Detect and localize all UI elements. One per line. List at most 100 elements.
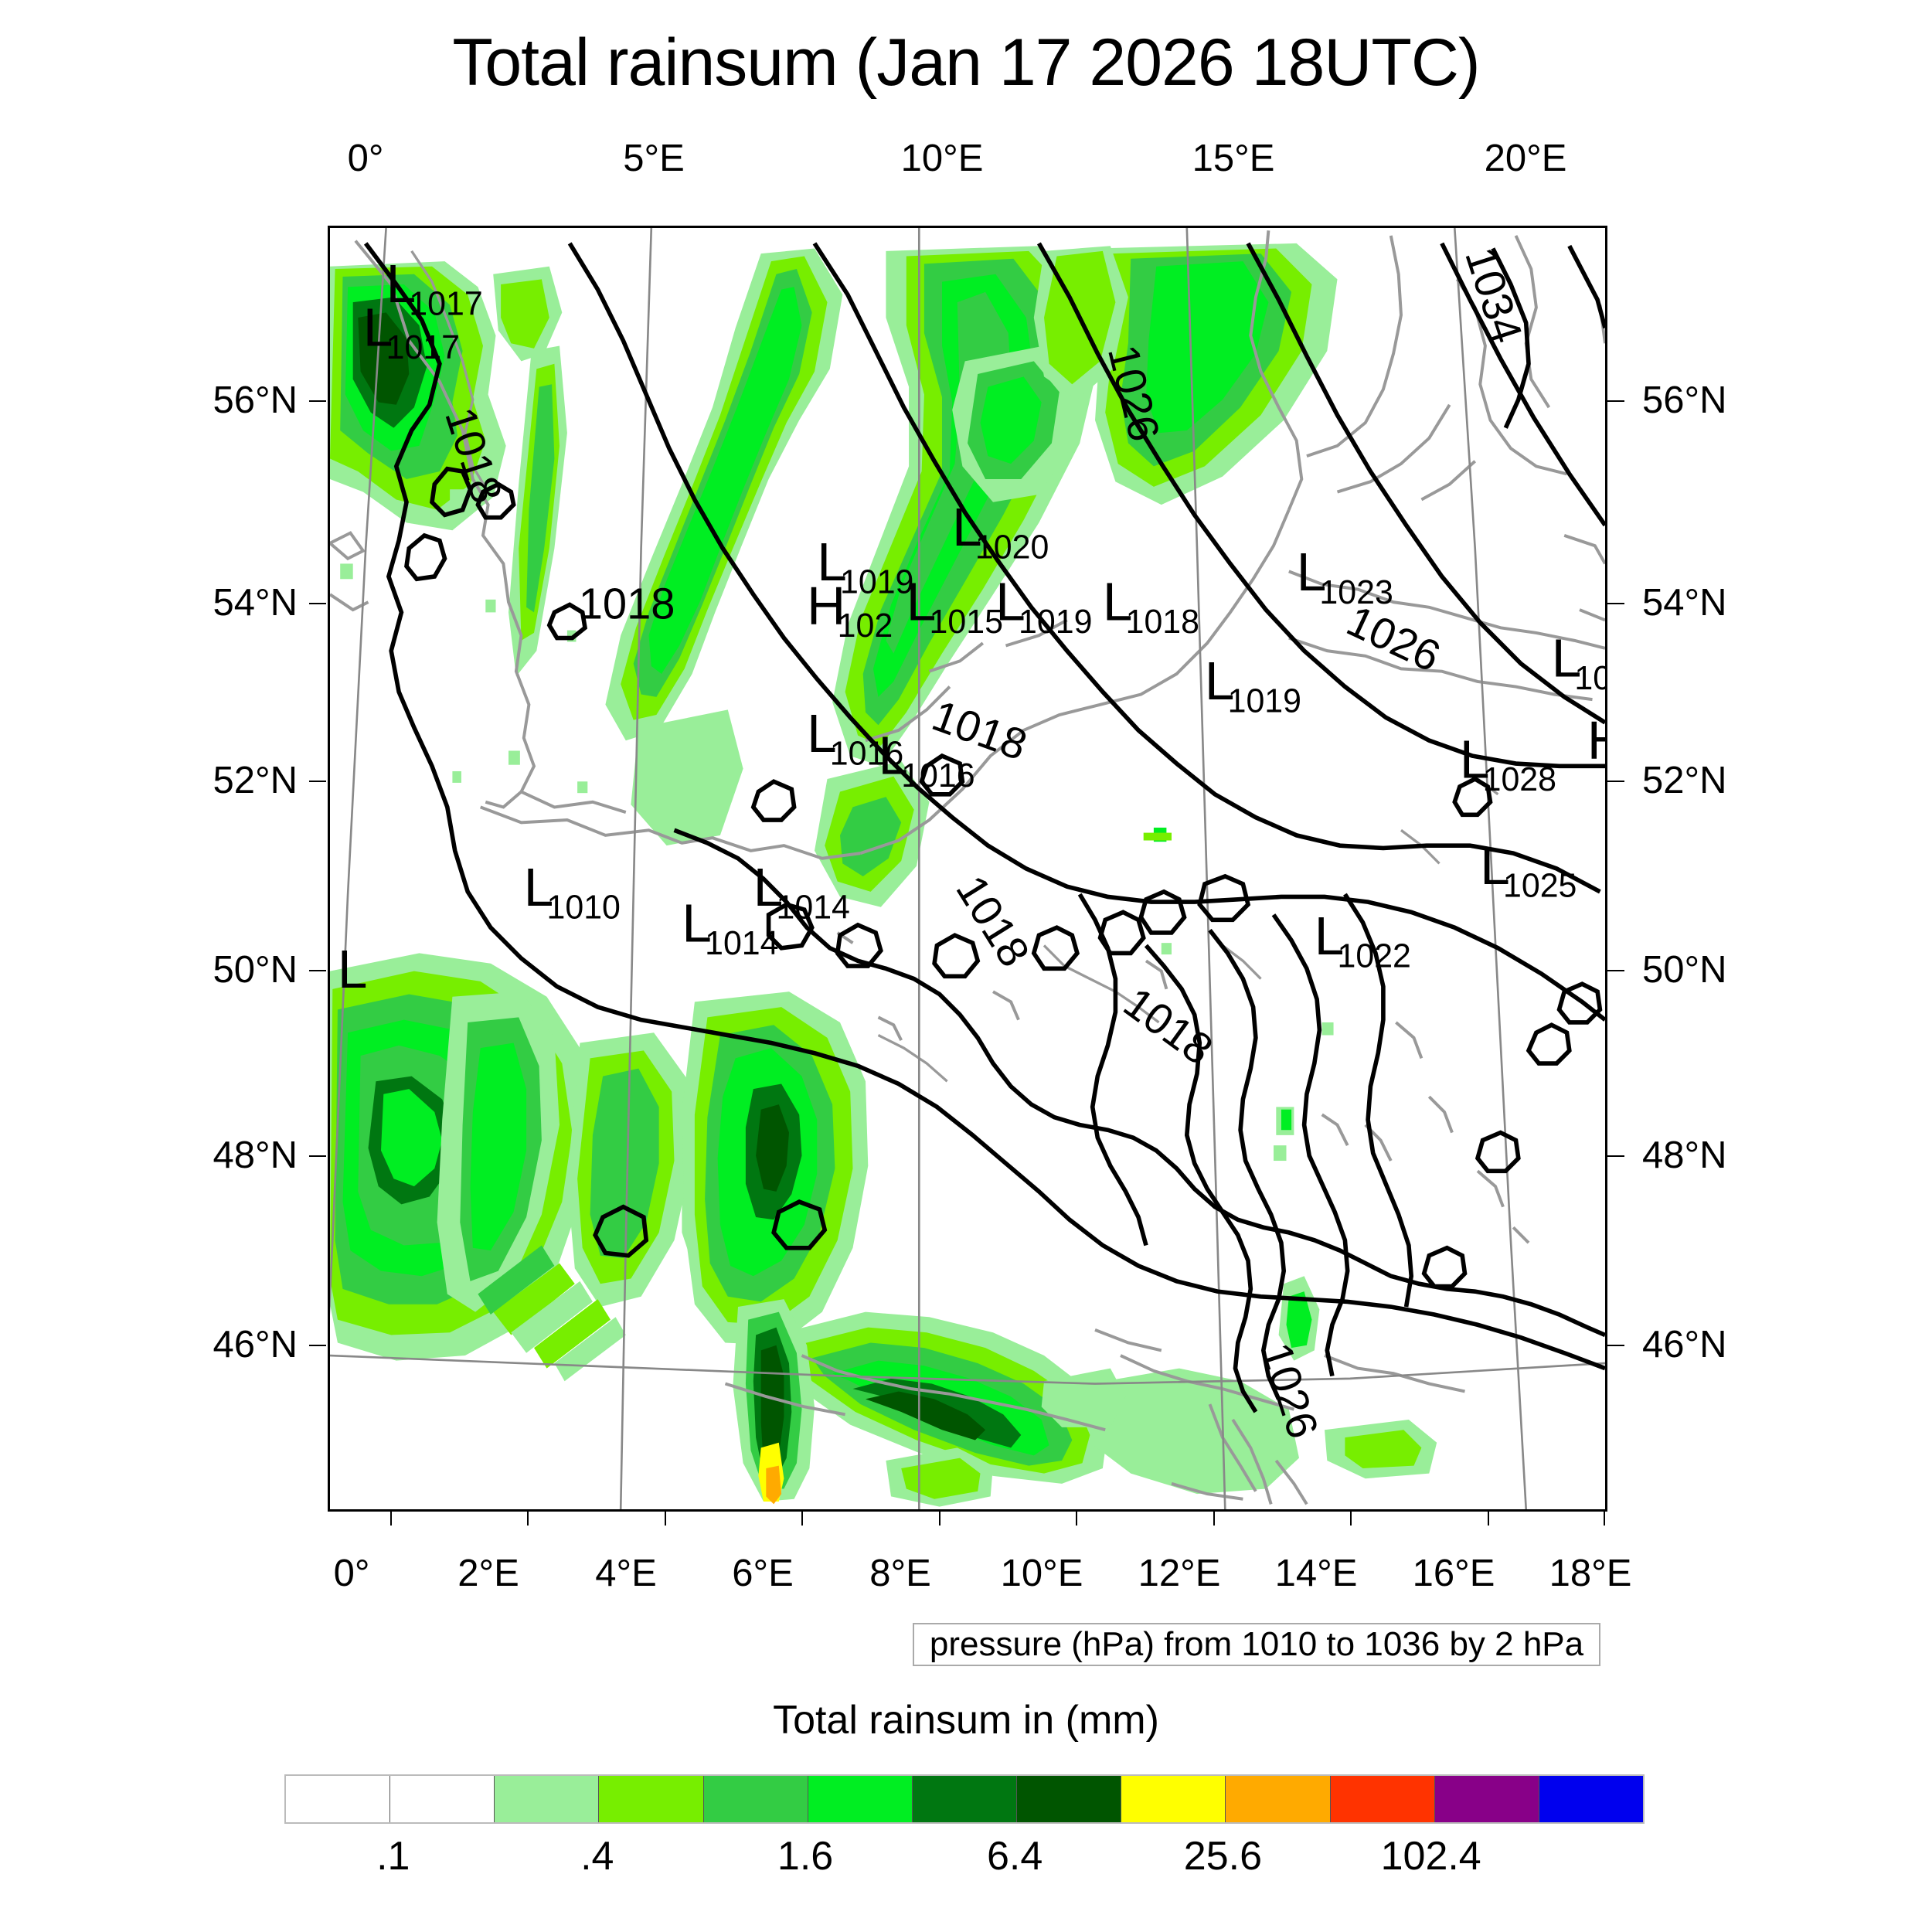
svg-text:1020: 1020 (975, 529, 1049, 566)
svg-text:1015: 1015 (930, 604, 1003, 641)
colorbar-swatch-6[interactable] (912, 1776, 1018, 1822)
axis-tick (1607, 1345, 1624, 1346)
precip-south-scatter (886, 1368, 1437, 1507)
bottom-tick-label: 0° (333, 1553, 370, 1594)
colorbar-swatch-7[interactable] (1017, 1776, 1122, 1822)
svg-text:L: L (952, 497, 982, 557)
axis-tick (1604, 1512, 1605, 1526)
axis-tick (1607, 400, 1624, 402)
svg-text:L: L (363, 297, 393, 357)
svg-text:L: L (807, 703, 837, 764)
bottom-tick-label: 4°E (595, 1553, 657, 1594)
bottom-tick-label: 14°E (1274, 1553, 1358, 1594)
axis-tick (309, 970, 326, 971)
axis-tick (309, 400, 326, 402)
left-tick-label: 54°N (213, 582, 298, 624)
axis-tick (665, 1512, 666, 1526)
colorbar-swatch-11[interactable] (1434, 1776, 1539, 1822)
colorbar-swatch-5[interactable] (808, 1776, 913, 1822)
precip-band-b (605, 248, 843, 846)
svg-text:1025: 1025 (1503, 867, 1577, 904)
svg-text:L: L (524, 857, 554, 917)
colorbar-swatch-3[interactable] (599, 1776, 704, 1822)
colorbar-swatch-0[interactable] (286, 1776, 391, 1822)
colorbar-swatch-8[interactable] (1121, 1776, 1226, 1822)
svg-text:1028: 1028 (1483, 761, 1556, 798)
colorbar-tick-label: 25.6 (1183, 1834, 1262, 1879)
axis-tick (1607, 970, 1624, 971)
bottom-tick-label: 2°E (457, 1553, 519, 1594)
colorbar-swatch-10[interactable] (1330, 1776, 1435, 1822)
svg-text:1017: 1017 (409, 286, 482, 323)
svg-text:L: L (1552, 628, 1582, 688)
top-tick-label: 5°E (623, 138, 685, 179)
colorbar-swatch-2[interactable] (495, 1776, 600, 1822)
colorbar-tick-label: 6.4 (986, 1834, 1043, 1879)
graticule (330, 228, 1605, 1509)
svg-text:1010: 1010 (547, 889, 621, 927)
precip-band-a (509, 345, 567, 677)
svg-text:1019: 1019 (1228, 683, 1301, 720)
colorbar-swatch-12[interactable] (1539, 1776, 1644, 1822)
top-tick-label: 20°E (1484, 138, 1567, 179)
precip-spine-7e (733, 1299, 815, 1505)
svg-text:H: H (807, 575, 845, 635)
colorbar-tick-label: 102.4 (1380, 1834, 1481, 1879)
svg-text:1019: 1019 (840, 563, 913, 600)
svg-text:L: L (1297, 542, 1327, 602)
svg-text:1017: 1017 (386, 329, 460, 366)
axis-tick (309, 603, 326, 604)
precip-region-sw2 (682, 992, 869, 1345)
axis-tick (309, 781, 326, 782)
svg-text:L: L (1480, 835, 1510, 896)
bottom-tick-label: 16°E (1412, 1553, 1495, 1594)
colorbar-swatch-1[interactable] (390, 1776, 495, 1822)
svg-text:10: 10 (1574, 660, 1605, 697)
svg-text:L: L (906, 571, 937, 631)
right-tick-label: 50°N (1642, 949, 1727, 991)
top-tick-label: 0° (347, 138, 384, 179)
svg-text:L: L (338, 939, 368, 999)
axis-tick (1213, 1512, 1215, 1526)
bottom-tick-label: 6°E (732, 1553, 794, 1594)
left-tick-label: 48°N (213, 1134, 298, 1176)
svg-text:1018: 1018 (947, 867, 1039, 975)
right-tick-label: 46°N (1642, 1324, 1727, 1366)
map-panel[interactable]: 1018 1018 1026 1034 1026 1018 1018 1018 … (328, 226, 1607, 1512)
svg-text:L: L (1205, 651, 1235, 711)
precip-specks (340, 489, 1334, 1036)
svg-text:1018: 1018 (1126, 604, 1199, 641)
colorbar-labels: .1 .4 1.6 6.4 25.6 102.4 (284, 1833, 1645, 1887)
right-tick-label: 52°N (1642, 760, 1727, 801)
page-title: Total rainsum (Jan 17 2026 18UTC) (452, 26, 1480, 100)
left-tick-label: 46°N (213, 1324, 298, 1366)
svg-text:1022: 1022 (1338, 938, 1411, 975)
axis-tick (390, 1512, 392, 1526)
axis-tick (1607, 781, 1624, 782)
left-tick-label: 50°N (213, 949, 298, 991)
svg-text:L: L (1103, 571, 1133, 631)
axis-tick (527, 1512, 529, 1526)
bottom-tick-label: 8°E (869, 1553, 931, 1594)
colorbar-swatch-9[interactable] (1226, 1776, 1331, 1822)
coastlines (330, 230, 1605, 1505)
isobars (363, 242, 1605, 1413)
axis-tick (801, 1512, 803, 1526)
left-tick-label: 56°N (213, 379, 298, 421)
svg-text:1018: 1018 (579, 580, 675, 628)
svg-text:L: L (753, 857, 784, 917)
colorbar-swatch-4[interactable] (703, 1776, 808, 1822)
colorbar-tick-label: .4 (580, 1834, 614, 1879)
axis-tick (939, 1512, 940, 1526)
bottom-tick-label: 12°E (1138, 1553, 1221, 1594)
right-tick-label: 48°N (1642, 1134, 1727, 1176)
right-tick-label: 56°N (1642, 379, 1727, 421)
colorbar-title: Total rainsum in (mm) (773, 1698, 1159, 1743)
colorbar-tick-label: .1 (376, 1834, 410, 1879)
svg-text:1014: 1014 (705, 925, 778, 962)
precip-region-alps (776, 1311, 1299, 1495)
axis-tick (1607, 1155, 1624, 1157)
precip-shading (330, 261, 563, 531)
colorbar[interactable] (284, 1774, 1645, 1824)
